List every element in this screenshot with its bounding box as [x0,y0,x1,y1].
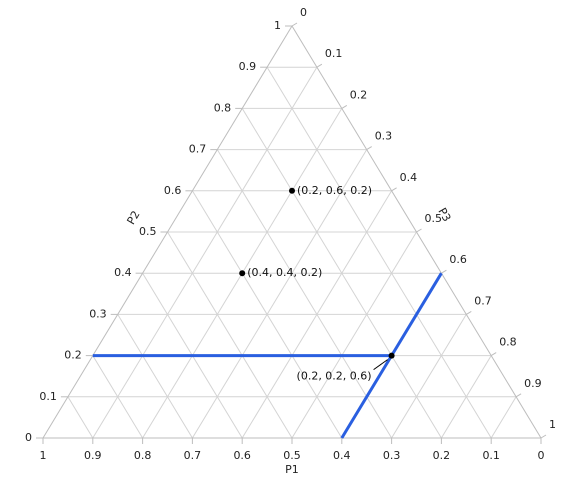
p2-tick-label: 1 [274,19,281,32]
grid-line-p1 [92,355,144,439]
grid-line-p3 [92,66,318,439]
p3-tick-mark [515,393,522,398]
p3-tick-mark [490,352,497,357]
p2-tick-label: 0.7 [189,143,207,156]
p3-tick-label: 0.4 [400,171,418,184]
p3-tick-label: 0.2 [350,88,368,101]
p3-tick-mark [441,269,447,274]
p1-tick-label: 0.5 [283,449,301,462]
p3-tick-mark [466,310,472,315]
p3-tick-mark [316,63,323,68]
p3-tick-mark [366,146,372,151]
data-point [239,270,246,277]
p3-tick-label: 0.3 [375,130,393,143]
p1-tick-label: 0.4 [333,449,351,462]
p1-tick-label: 0.9 [84,449,102,462]
p3-axis-title: P3 [435,206,453,224]
p2-tick-label: 0.3 [89,307,107,320]
highlight-line-p3 [340,354,393,439]
p1-tick-label: 0.3 [383,449,401,462]
p1-tick-label: 0.7 [184,449,202,462]
grid-line-p1 [266,66,492,439]
p2-axis-title: P2 [125,209,143,227]
p2-tick-label: 0.8 [214,101,232,114]
grid-line-p3 [440,355,492,439]
grid-line-p1 [216,149,393,439]
grid-line-p1 [67,396,94,439]
p2-tick-label: 0.6 [164,184,182,197]
p3-tick-mark [391,187,397,192]
p3-tick-label: 0.7 [474,294,492,307]
p3-tick-label: 0.8 [499,336,517,349]
p2-tick-label: 0.9 [239,60,257,73]
data-point [388,352,395,359]
p1-tick-label: 0.6 [233,449,251,462]
p3-tick-mark [416,228,422,233]
point-label: (0.2, 0.2, 0.6) [297,370,372,383]
p3-tick-mark [291,22,298,27]
p2-tick-label: 0.5 [139,225,157,238]
grid-line-p3 [191,149,368,439]
p1-tick-label: 0.8 [134,449,152,462]
grid-line-p3 [291,231,417,439]
data-point [289,187,295,194]
p3-tick-label: 0 [300,6,307,19]
p3-tick-label: 0.1 [325,47,343,60]
p1-tick-label: 1 [40,449,47,462]
point-label: (0.2, 0.6, 0.2) [297,184,372,197]
point-label: (0.4, 0.4, 0.2) [247,266,322,279]
p3-tick-label: 0.5 [425,212,443,225]
p2-tick-label: 0 [25,431,32,444]
p1-tick-label: 0.2 [433,449,451,462]
p3-tick-label: 0.6 [449,253,467,266]
p3-tick-label: 0.9 [524,377,542,390]
p1-tick-label: 0.1 [482,449,500,462]
grid-line-p3 [391,314,467,439]
p1-tick-label: 0 [538,449,545,462]
grid-line-p1 [117,314,193,439]
grid-line-p1 [167,231,293,439]
p1-axis-title: P1 [285,463,299,476]
p3-tick-label: 1 [549,418,556,431]
p3-tick-mark [341,104,348,109]
highlight-line-p1 [390,272,443,357]
p2-tick-label: 0.2 [64,349,82,362]
grid-line-p3 [490,396,517,439]
p2-tick-label: 0.4 [114,266,132,279]
p2-tick-label: 0.1 [39,390,57,403]
point-label-leader [373,359,388,371]
p3-tick-mark [540,434,547,439]
